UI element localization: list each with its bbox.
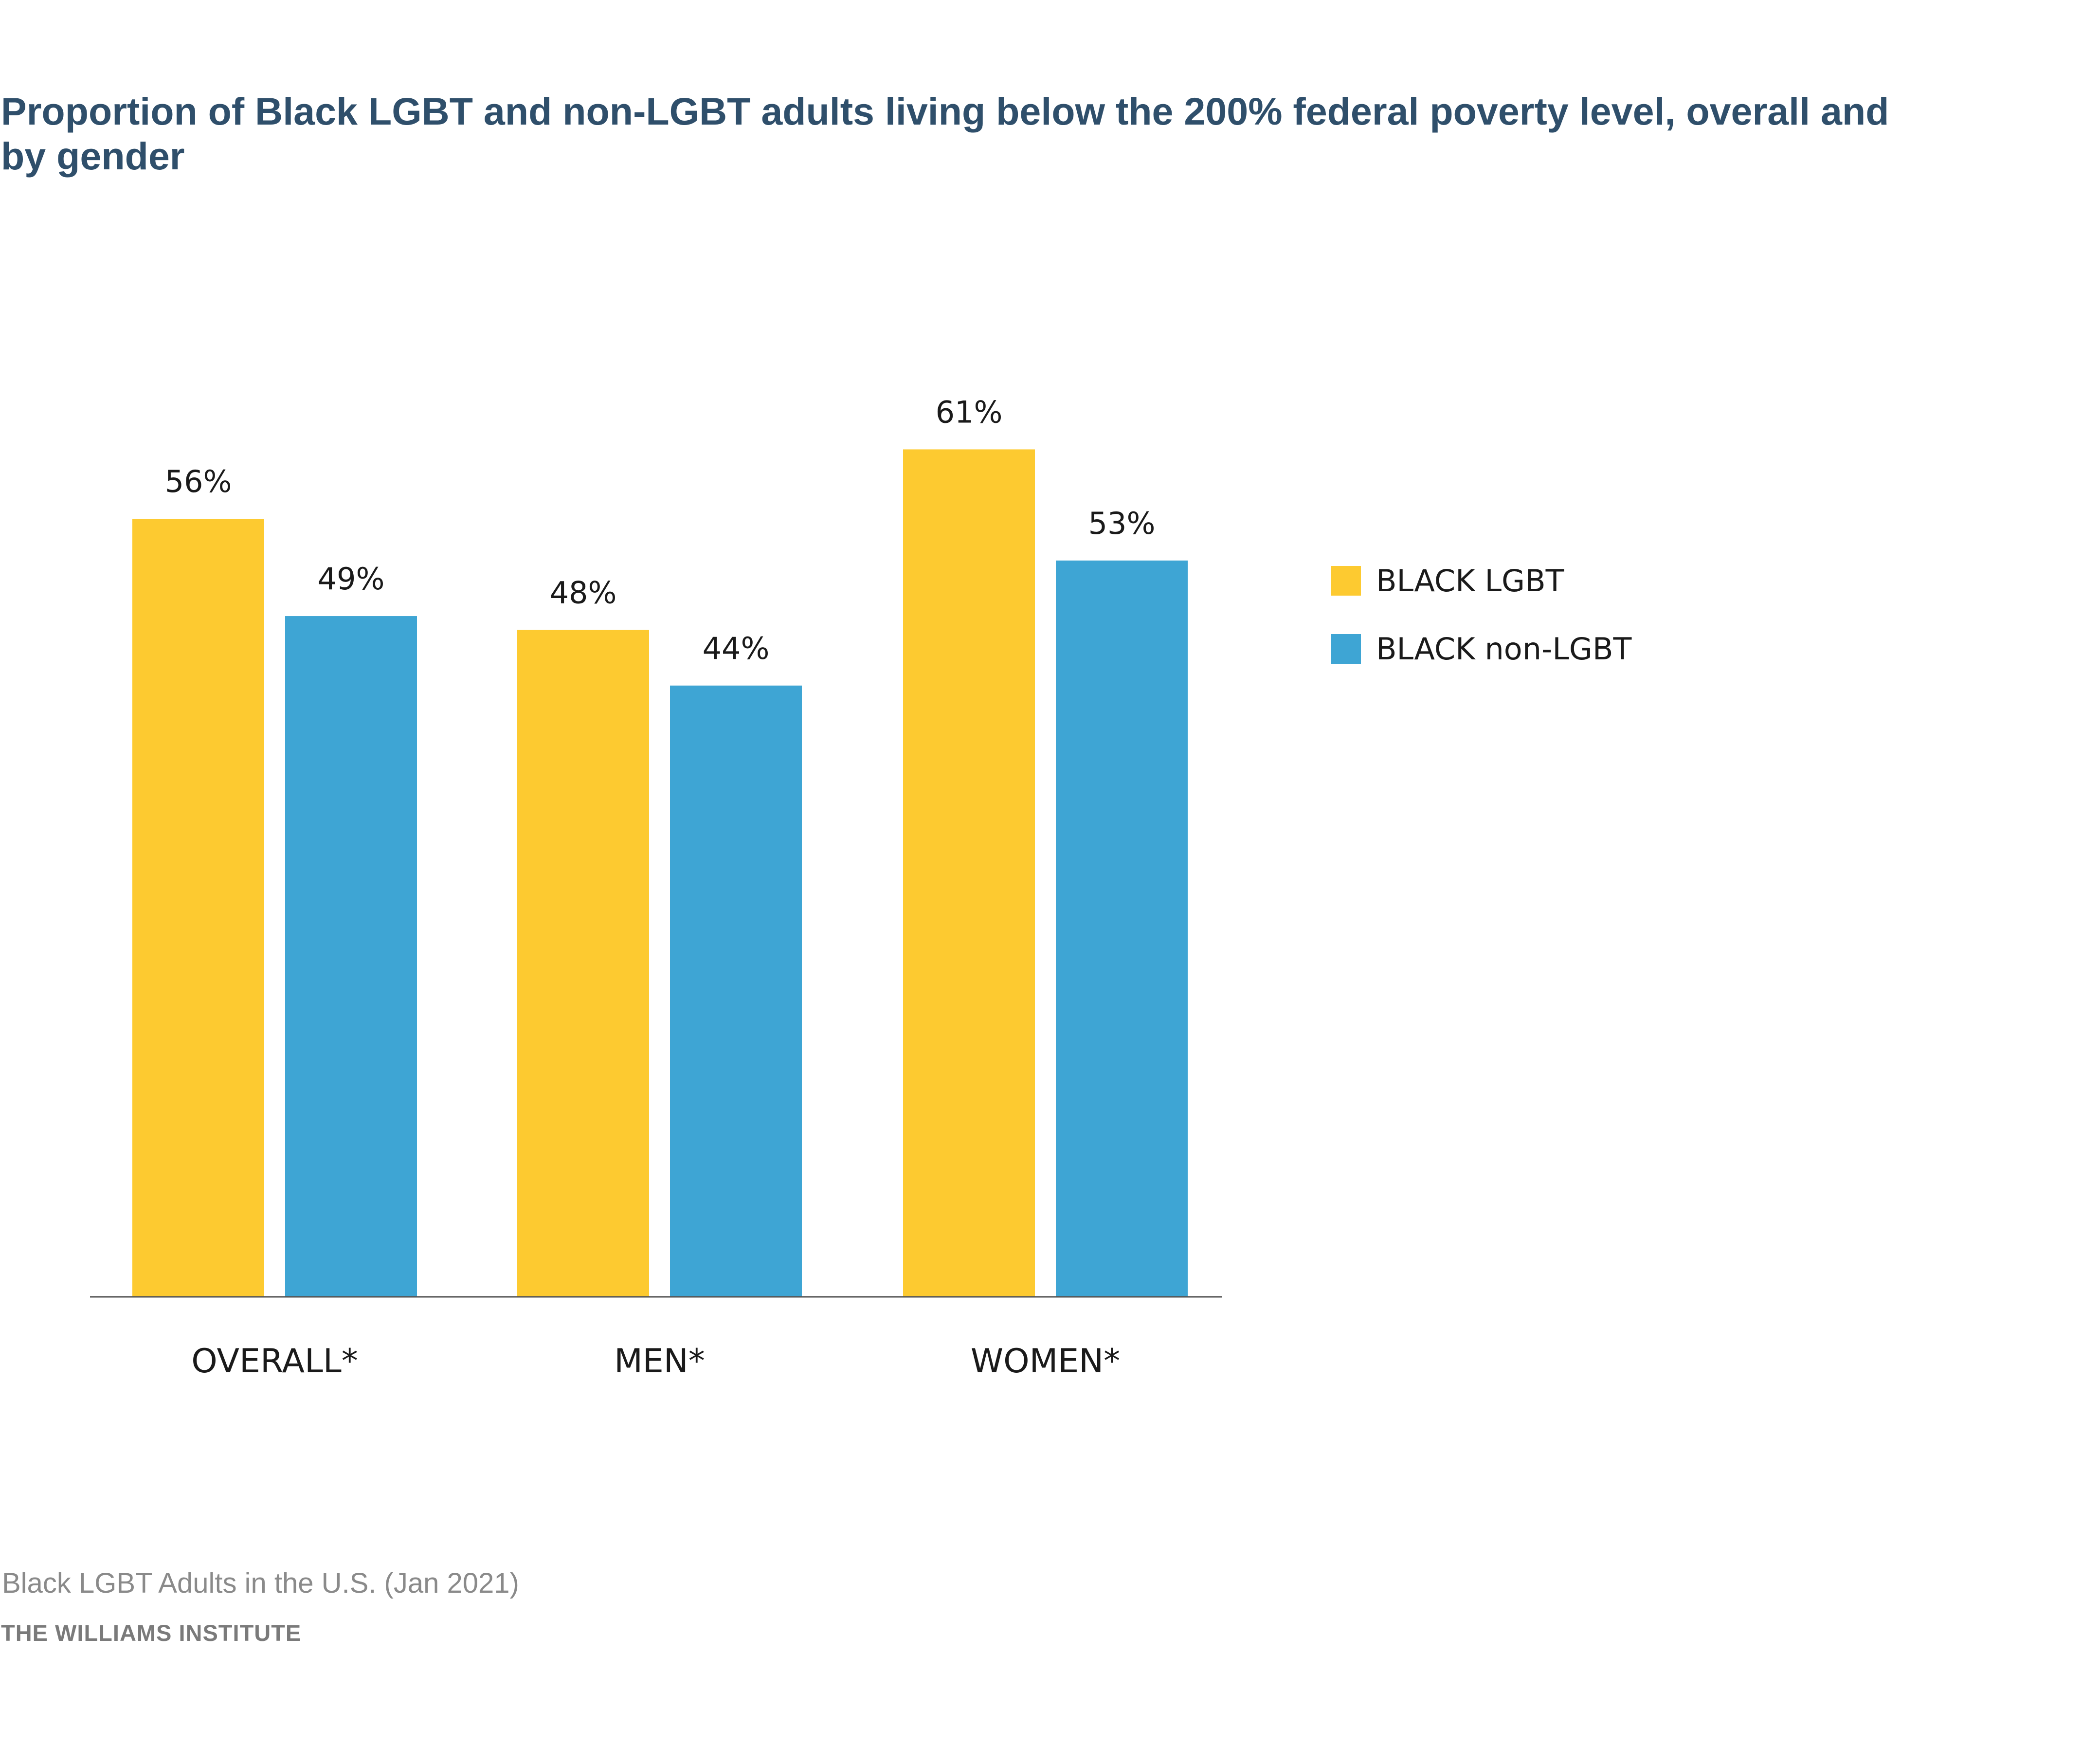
source-note: Black LGBT Adults in the U.S. (Jan 2021) bbox=[2, 1567, 519, 1599]
bar-black-lgbt-2 bbox=[903, 449, 1035, 1297]
value-label-0-2: 61% bbox=[936, 394, 1003, 430]
value-label-1-1: 44% bbox=[703, 631, 770, 666]
value-label-0-1: 48% bbox=[550, 575, 617, 611]
category-label-2: WOMEN* bbox=[971, 1342, 1120, 1381]
legend-swatch-0 bbox=[1331, 566, 1361, 596]
category-label-0: OVERALL* bbox=[191, 1342, 358, 1381]
category-label-1: MEN* bbox=[614, 1342, 705, 1381]
legend-swatch-1 bbox=[1331, 634, 1361, 664]
bars-layer bbox=[132, 449, 1188, 1297]
legend: BLACK LGBT BLACK non-LGBT bbox=[1331, 563, 1632, 667]
bar-black-non-lgbt-0 bbox=[285, 616, 417, 1297]
bar-black-lgbt-0 bbox=[132, 519, 264, 1297]
value-labels-layer: 56% 49% 48% 44% 61% 53% bbox=[165, 394, 1156, 666]
organization-name: THE WILLIAMS INSTITUTE bbox=[1, 1620, 302, 1646]
bar-black-lgbt-1 bbox=[517, 630, 649, 1297]
value-label-0-0: 56% bbox=[165, 464, 232, 499]
value-label-1-0: 49% bbox=[318, 561, 385, 597]
value-label-1-2: 53% bbox=[1088, 506, 1156, 541]
category-labels-layer: OVERALL* MEN* WOMEN* bbox=[191, 1342, 1120, 1381]
legend-label-1: BLACK non-LGBT bbox=[1376, 631, 1632, 667]
chart-title: Proportion of Black LGBT and non-LGBT ad… bbox=[1, 90, 1889, 178]
legend-label-0: BLACK LGBT bbox=[1376, 563, 1565, 599]
bar-black-non-lgbt-2 bbox=[1056, 560, 1188, 1297]
bar-black-non-lgbt-1 bbox=[670, 685, 802, 1297]
